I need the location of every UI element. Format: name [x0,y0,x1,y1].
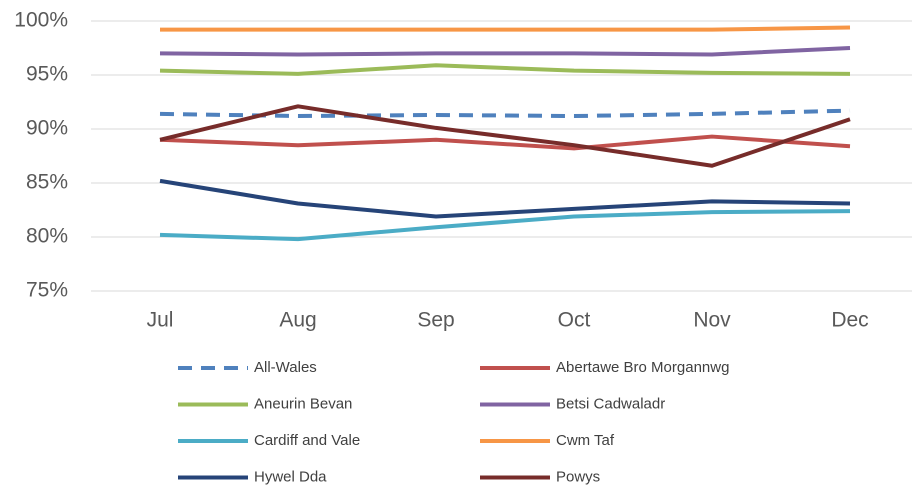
series-line [159,209,851,242]
series-line [159,178,851,219]
x-tick-label: Oct [558,309,591,332]
y-tick-label: 85% [26,171,68,194]
x-tick-label: Dec [831,309,868,332]
x-tick-label: Nov [693,309,731,332]
series-line [159,104,851,168]
x-tick-label: Aug [279,309,316,332]
y-tick-label: 90% [26,117,68,140]
legend-label: Betsi Cadwaladr [556,395,665,412]
series-line [159,46,851,57]
legend-label: Hywel Dda [254,468,327,485]
legend-label: Powys [556,468,600,485]
series-line [159,134,851,151]
x-tick-label: Jul [147,309,174,332]
legend-label: Cwm Taf [556,432,615,449]
series-line [159,63,851,76]
y-tick-label: 100% [14,9,68,32]
series-line [160,25,851,32]
legend-label: Aneurin Bevan [254,395,352,412]
x-tick-label: Sep [417,309,454,332]
y-tick-label: 80% [26,225,68,248]
legend-label: Abertawe Bro Morgannwg [556,359,729,376]
legend-label: All-Wales [254,359,317,376]
y-tick-label: 95% [26,63,68,86]
series-line [159,108,851,119]
y-tick-label: 75% [26,279,68,302]
legend-label: Cardiff and Vale [254,432,360,449]
